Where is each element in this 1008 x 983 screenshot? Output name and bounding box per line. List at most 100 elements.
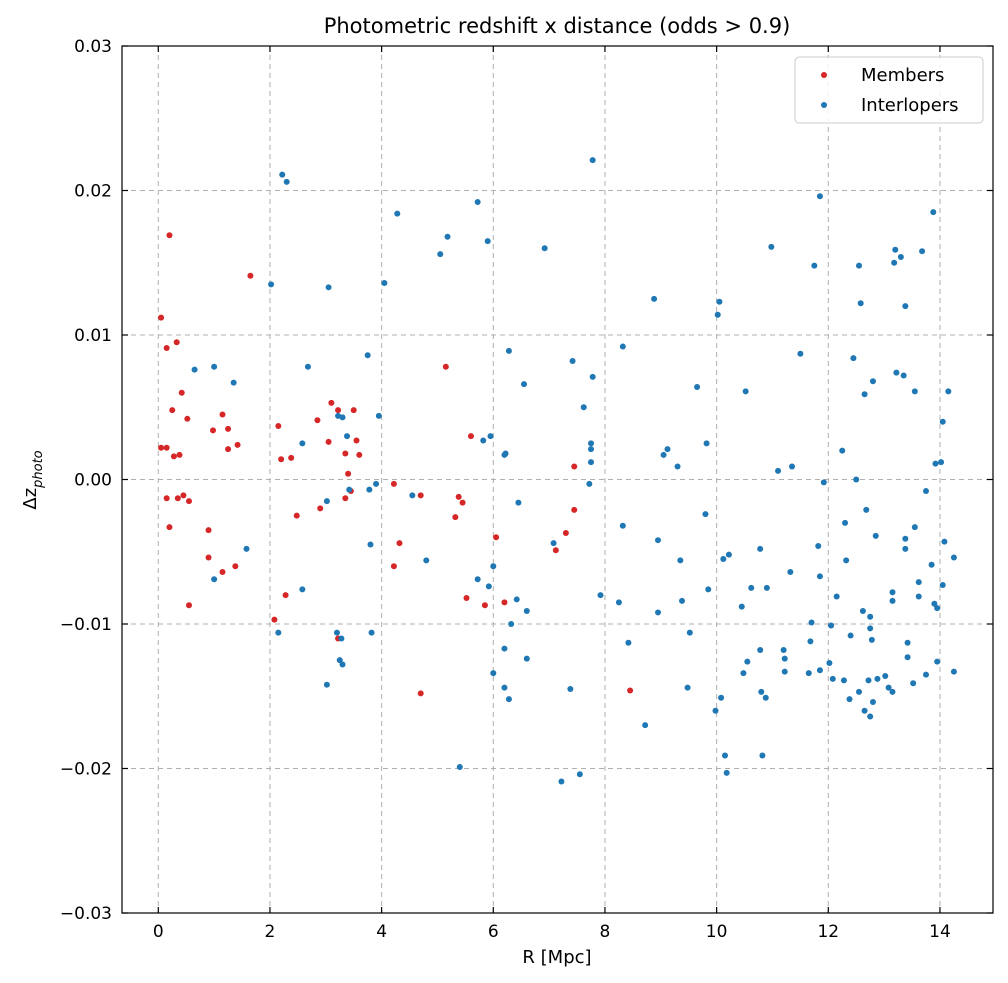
data-point-members (467, 433, 474, 440)
data-point-interlopers (781, 668, 788, 675)
data-point-interlopers (409, 492, 416, 499)
data-point-interlopers (850, 355, 857, 362)
data-point-members (396, 540, 403, 547)
data-point-interlopers (588, 440, 594, 447)
data-point-interlopers (902, 535, 909, 542)
data-point-interlopers (816, 573, 823, 580)
data-point-interlopers (781, 655, 788, 662)
data-point-members (176, 451, 183, 458)
data-point-interlopers (283, 178, 290, 185)
data-point-interlopers (619, 522, 626, 529)
data-point-members (225, 446, 232, 453)
data-point-interlopers (885, 684, 892, 691)
data-point-interlopers (243, 545, 250, 552)
data-point-members (170, 453, 177, 460)
data-point-interlopers (904, 654, 911, 661)
data-point-members (442, 363, 449, 370)
data-point-interlopers (367, 541, 374, 548)
data-point-interlopers (915, 593, 922, 600)
data-point-members (271, 616, 278, 623)
data-point-interlopers (869, 699, 876, 706)
data-point-members (210, 427, 217, 434)
data-point-members (225, 425, 232, 432)
data-point-members (166, 232, 173, 239)
data-point-interlopers (826, 660, 833, 667)
x-tick-label: 14 (929, 922, 951, 942)
data-point-interlopers (381, 279, 388, 286)
data-point-interlopers (934, 658, 941, 665)
data-point-interlopers (775, 467, 782, 474)
data-point-interlopers (484, 238, 491, 245)
data-point-members (342, 450, 349, 457)
data-point-interlopers (867, 713, 874, 720)
data-point-interlopers (861, 391, 868, 398)
data-point-interlopers (364, 352, 371, 359)
data-point-members (219, 568, 226, 575)
data-point-interlopers (679, 597, 686, 604)
data-point-interlopers (868, 636, 875, 643)
data-point-interlopers (902, 545, 909, 552)
data-point-interlopers (501, 645, 508, 652)
data-point-interlopers (336, 657, 343, 664)
data-point-interlopers (829, 675, 836, 682)
data-point-members (180, 492, 187, 499)
data-point-interlopers (589, 157, 596, 164)
data-point-members (232, 563, 239, 570)
data-point-interlopers (833, 593, 840, 600)
x-axis-label: R [Mpc] (522, 947, 591, 968)
data-point-members (417, 492, 424, 499)
data-point-members (186, 498, 192, 505)
data-point-interlopers (703, 440, 710, 447)
data-point-members (317, 505, 324, 512)
data-point-interlopers (889, 688, 896, 695)
data-point-interlopers (807, 638, 814, 645)
y-tick-label: 0.03 (74, 37, 112, 57)
data-point-interlopers (911, 524, 918, 531)
data-point-members (328, 399, 335, 406)
data-point-interlopers (339, 661, 346, 668)
data-point-interlopers (576, 771, 583, 778)
data-point-interlopers (930, 209, 937, 216)
data-point-interlopers (738, 603, 745, 610)
data-point-interlopers (718, 694, 725, 701)
data-point-interlopers (694, 384, 701, 391)
data-point-interlopers (366, 486, 373, 493)
data-point-interlopers (768, 243, 775, 250)
data-point-interlopers (490, 670, 497, 677)
data-point-interlopers (856, 262, 862, 269)
data-point-interlopers (211, 363, 218, 370)
data-point-members (205, 554, 212, 561)
data-point-interlopers (853, 476, 860, 483)
data-point-interlopers (842, 519, 849, 526)
data-point-interlopers (900, 372, 907, 379)
data-point-interlopers (655, 609, 661, 616)
data-point-interlopers (939, 418, 946, 425)
data-point-members (571, 463, 578, 470)
chart-title: Photometric redshift x distance (odds > … (324, 14, 791, 38)
data-point-interlopers (333, 629, 340, 636)
data-point-members (158, 444, 165, 451)
data-point-interlopers (299, 586, 306, 593)
data-point-interlopers (759, 752, 766, 759)
data-point-interlopers (742, 388, 749, 395)
grid-lines (122, 46, 993, 913)
data-point-interlopers (740, 670, 747, 677)
data-point-interlopers (874, 675, 881, 682)
data-point-interlopers (275, 629, 282, 636)
data-point-interlopers (893, 369, 900, 376)
data-point-interlopers (816, 193, 823, 200)
data-point-interlopers (346, 486, 353, 493)
data-point-interlopers (513, 596, 520, 603)
data-point-members (481, 602, 488, 609)
data-point-members (562, 529, 569, 536)
data-point-interlopers (950, 668, 957, 675)
data-point-interlopers (677, 557, 684, 564)
data-point-interlopers (928, 561, 935, 568)
x-tick-label: 10 (706, 922, 728, 942)
data-point-interlopers (923, 488, 929, 495)
data-point-interlopers (805, 670, 812, 677)
x-tick-label: 0 (153, 922, 164, 942)
data-point-interlopers (373, 480, 380, 487)
data-point-interlopers (325, 284, 332, 291)
data-point-interlopers (485, 583, 492, 590)
